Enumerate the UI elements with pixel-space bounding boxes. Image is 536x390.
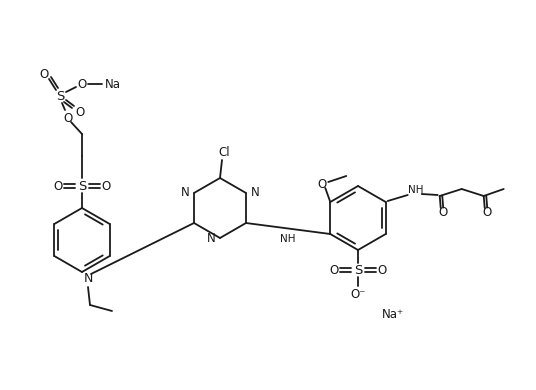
Text: O: O	[482, 206, 492, 218]
Text: O: O	[77, 78, 87, 90]
Text: O: O	[318, 177, 327, 190]
Text: O: O	[54, 179, 63, 193]
Text: Na⁺: Na⁺	[382, 307, 404, 321]
Text: S: S	[78, 179, 86, 193]
Text: O⁻: O⁻	[350, 287, 366, 301]
Text: Cl: Cl	[218, 145, 230, 158]
Text: N: N	[206, 232, 215, 245]
Text: N: N	[83, 271, 93, 284]
Text: O: O	[377, 264, 386, 277]
Text: O: O	[101, 179, 110, 193]
Text: NH: NH	[408, 185, 423, 195]
Text: O: O	[438, 206, 448, 218]
Text: S: S	[354, 264, 362, 277]
Text: NH: NH	[280, 234, 296, 243]
Text: S: S	[56, 89, 64, 103]
Text: Na: Na	[105, 78, 121, 90]
Text: O: O	[63, 112, 72, 124]
Text: O: O	[39, 67, 49, 80]
Text: N: N	[251, 186, 259, 199]
Text: O: O	[76, 106, 85, 119]
Text: N: N	[181, 186, 189, 199]
Text: O: O	[330, 264, 339, 277]
